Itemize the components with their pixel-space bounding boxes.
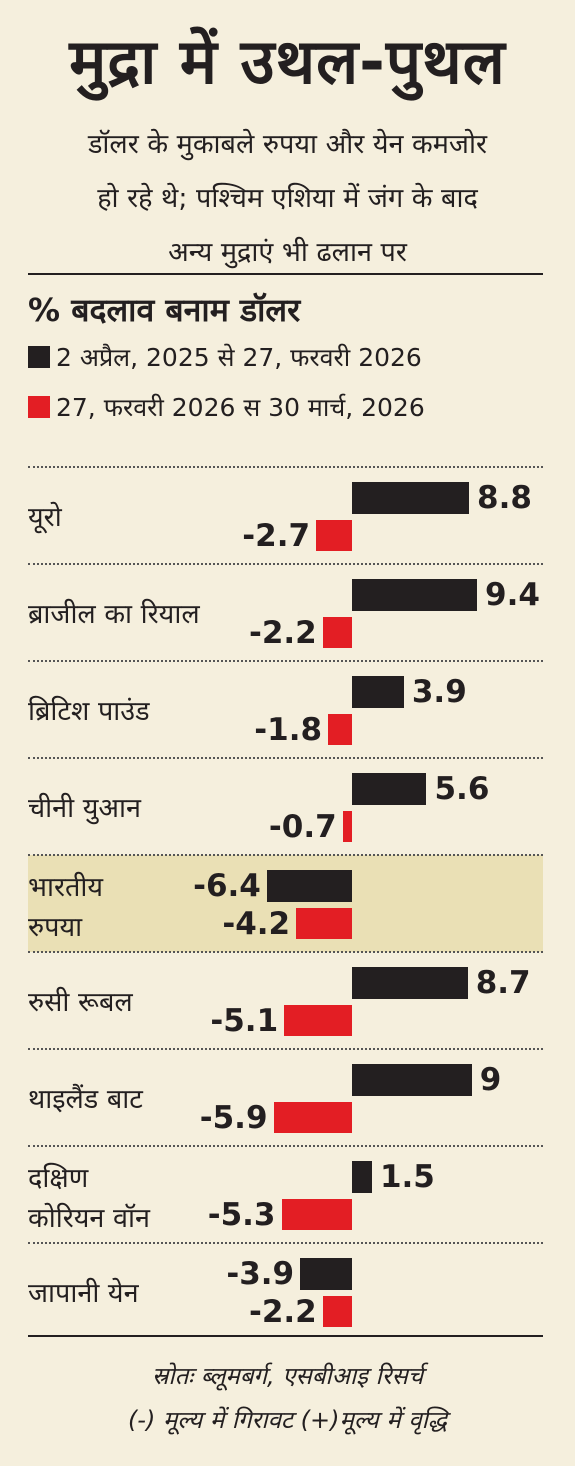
category-label: यूरो bbox=[28, 498, 62, 538]
bar-period-1 bbox=[266, 870, 352, 902]
category-label-line: ब्रिटिश पाउंड bbox=[28, 696, 150, 727]
category-label-line: दक्षिण bbox=[28, 1163, 89, 1194]
legend-label: 27, फरवरी 2026 स 30 मार्च, 2026 bbox=[56, 393, 425, 422]
category-label: चीनी युआन bbox=[28, 789, 141, 829]
row-divider bbox=[28, 951, 543, 953]
row-divider bbox=[28, 1242, 543, 1244]
bar-period-2 bbox=[281, 1199, 352, 1230]
category-label-line: चीनी युआन bbox=[28, 793, 141, 824]
data-label: 8.7 bbox=[475, 965, 531, 1001]
category-label-line: थाइलैंड बाट bbox=[28, 1084, 143, 1115]
data-label: 9.4 bbox=[485, 577, 540, 613]
bar-period-2 bbox=[322, 617, 352, 648]
bar-period-2 bbox=[322, 1296, 352, 1327]
row-divider bbox=[28, 1048, 543, 1050]
category-label: ब्रिटिश पाउंड bbox=[28, 692, 150, 732]
category-label-line: रुसी रूबल bbox=[28, 987, 133, 1018]
data-label: -2.2 bbox=[248, 1294, 317, 1330]
category-label: दक्षिण कोरियन वॉन bbox=[28, 1159, 150, 1239]
category-label: रुसी रूबल bbox=[28, 983, 133, 1023]
row-divider bbox=[28, 466, 543, 468]
category-label-line: ब्राजील का रियाल bbox=[28, 599, 200, 630]
subtitle-line: हो रहे थे; पश्चिम एशिया में जंग के बाद bbox=[97, 183, 478, 214]
data-label: 3.9 bbox=[411, 674, 467, 710]
legend-series-1: 2 अप्रैल, 2025 से 27, फरवरी 2026 bbox=[28, 340, 422, 376]
source-note: स्रोतः ब्लूमबर्ग, एसबीआइ रिसर्च bbox=[151, 1362, 424, 1390]
chart-title: मुद्रा में उथल-पुथल bbox=[69, 25, 506, 98]
subtitle-line: डॉलर के मुकाबले रुपया और येन कमजोर bbox=[87, 129, 487, 160]
data-label: -5.9 bbox=[199, 1100, 268, 1136]
category-label: ब्राजील का रियाल bbox=[28, 595, 200, 635]
row-divider bbox=[28, 757, 543, 759]
row-divider bbox=[28, 854, 543, 856]
row-divider bbox=[28, 1145, 543, 1147]
legend-swatch-red bbox=[28, 396, 50, 418]
data-label: -1.8 bbox=[254, 712, 323, 748]
bar-period-2 bbox=[316, 520, 352, 551]
data-label: -5.3 bbox=[207, 1197, 276, 1233]
category-label-line: रुपया bbox=[28, 912, 83, 943]
bar-period-1 bbox=[352, 676, 404, 708]
data-label: 8.8 bbox=[477, 480, 532, 516]
category-label-line: जापानी येन bbox=[28, 1278, 139, 1309]
category-label-line: यूरो bbox=[28, 502, 62, 533]
bar-period-1 bbox=[352, 1161, 372, 1193]
bar-period-2 bbox=[273, 1102, 352, 1133]
data-label: -2.7 bbox=[242, 518, 311, 554]
legend-swatch-black bbox=[28, 346, 50, 368]
data-label: 9 bbox=[479, 1062, 502, 1098]
data-label: -3.9 bbox=[226, 1256, 295, 1292]
bottom-rule bbox=[28, 1335, 543, 1337]
category-label: जापानी येन bbox=[28, 1274, 139, 1314]
legend-label: 2 अप्रैल, 2025 से 27, फरवरी 2026 bbox=[56, 343, 422, 372]
chart-subtitle: डॉलर के मुकाबले रुपया और येन कमजोर हो रह… bbox=[20, 118, 555, 280]
legend-series-2: 27, फरवरी 2026 स 30 मार्च, 2026 bbox=[28, 390, 425, 426]
data-label: -6.4 bbox=[193, 868, 261, 904]
bar-period-1 bbox=[352, 482, 470, 514]
bar-period-1 bbox=[352, 579, 478, 611]
category-label: भारतीय रुपया bbox=[28, 868, 103, 948]
bar-period-1 bbox=[352, 1064, 472, 1096]
data-label: 5.6 bbox=[434, 771, 490, 807]
sign-note: (-) मूल्य में गिरावट (+)मूल्य में वृद्धि bbox=[127, 1406, 448, 1434]
data-label: -5.1 bbox=[210, 1003, 279, 1039]
bar-period-1 bbox=[352, 967, 468, 999]
bar-period-2 bbox=[328, 714, 352, 745]
top-rule bbox=[28, 273, 543, 275]
bar-period-1 bbox=[300, 1258, 352, 1290]
bar-period-2 bbox=[284, 1005, 352, 1036]
data-label: 1.5 bbox=[379, 1159, 435, 1195]
category-label-line: कोरियन वॉन bbox=[28, 1203, 150, 1234]
row-divider bbox=[28, 660, 543, 662]
category-label: थाइलैंड बाट bbox=[28, 1080, 143, 1120]
data-label: -4.2 bbox=[222, 906, 291, 942]
bar-period-1 bbox=[352, 773, 427, 805]
category-label-line: भारतीय bbox=[28, 872, 104, 903]
row-divider bbox=[28, 563, 543, 565]
bar-period-2 bbox=[296, 908, 352, 939]
subtitle-line: अन्य मुद्राएं भी ढलान पर bbox=[168, 237, 407, 268]
data-label: -2.2 bbox=[248, 615, 317, 651]
bar-period-2 bbox=[342, 811, 352, 842]
measure-label: % बदलाव बनाम डॉलर bbox=[28, 291, 301, 329]
data-label: -0.7 bbox=[268, 809, 337, 845]
